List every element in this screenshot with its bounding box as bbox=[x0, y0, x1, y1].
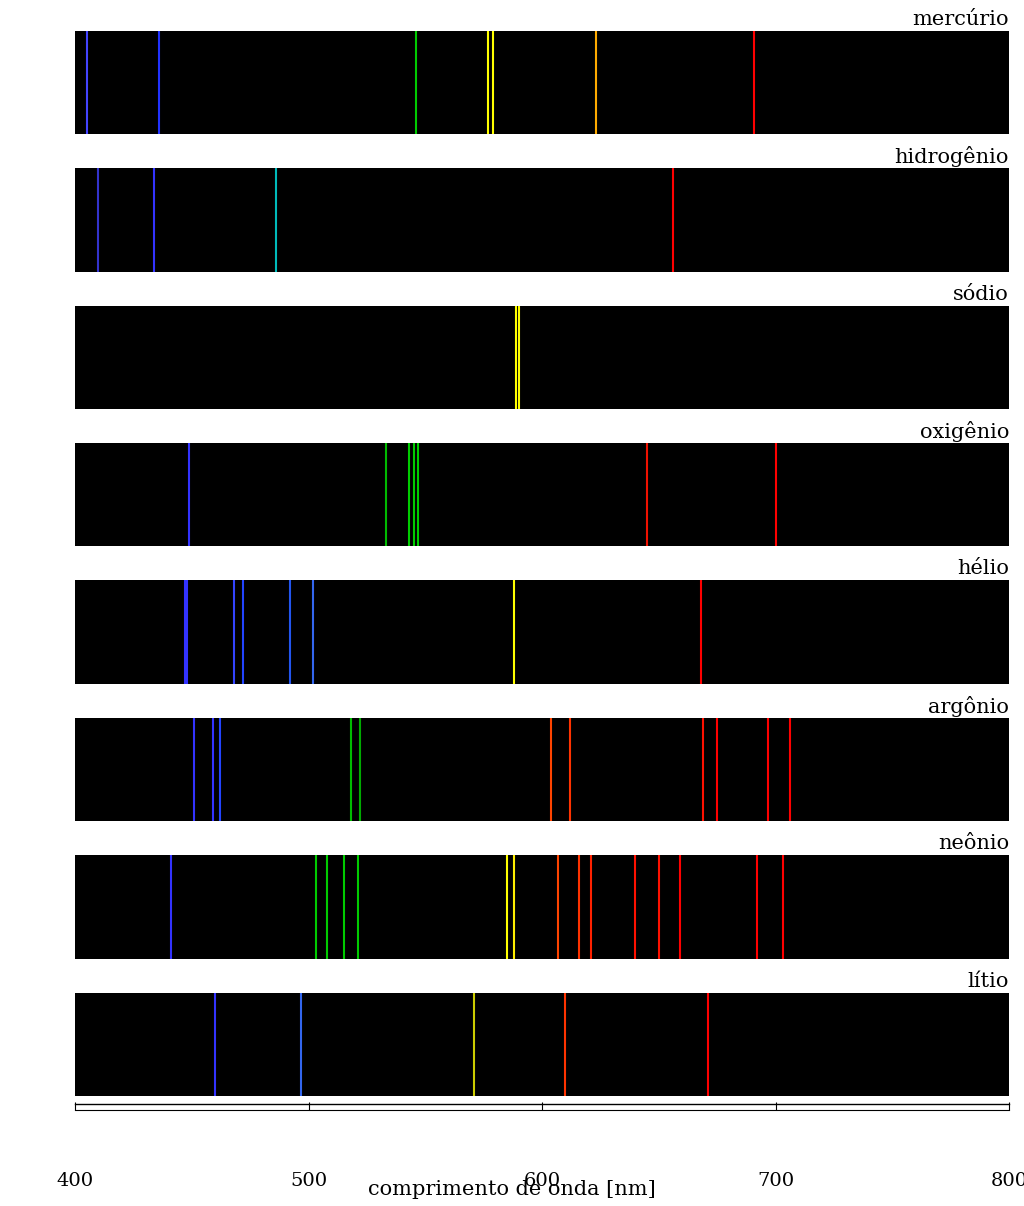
Text: neônio: neônio bbox=[938, 835, 1009, 853]
Text: mercúrio: mercúrio bbox=[912, 10, 1009, 29]
Text: hélio: hélio bbox=[957, 560, 1009, 579]
Text: comprimento de onda [nm]: comprimento de onda [nm] bbox=[368, 1179, 656, 1199]
Text: argônio: argônio bbox=[928, 696, 1009, 716]
Text: sódio: sódio bbox=[953, 285, 1009, 304]
Text: lítio: lítio bbox=[968, 972, 1009, 990]
Text: hidrogênio: hidrogênio bbox=[895, 146, 1009, 168]
Text: oxigênio: oxigênio bbox=[920, 421, 1009, 441]
